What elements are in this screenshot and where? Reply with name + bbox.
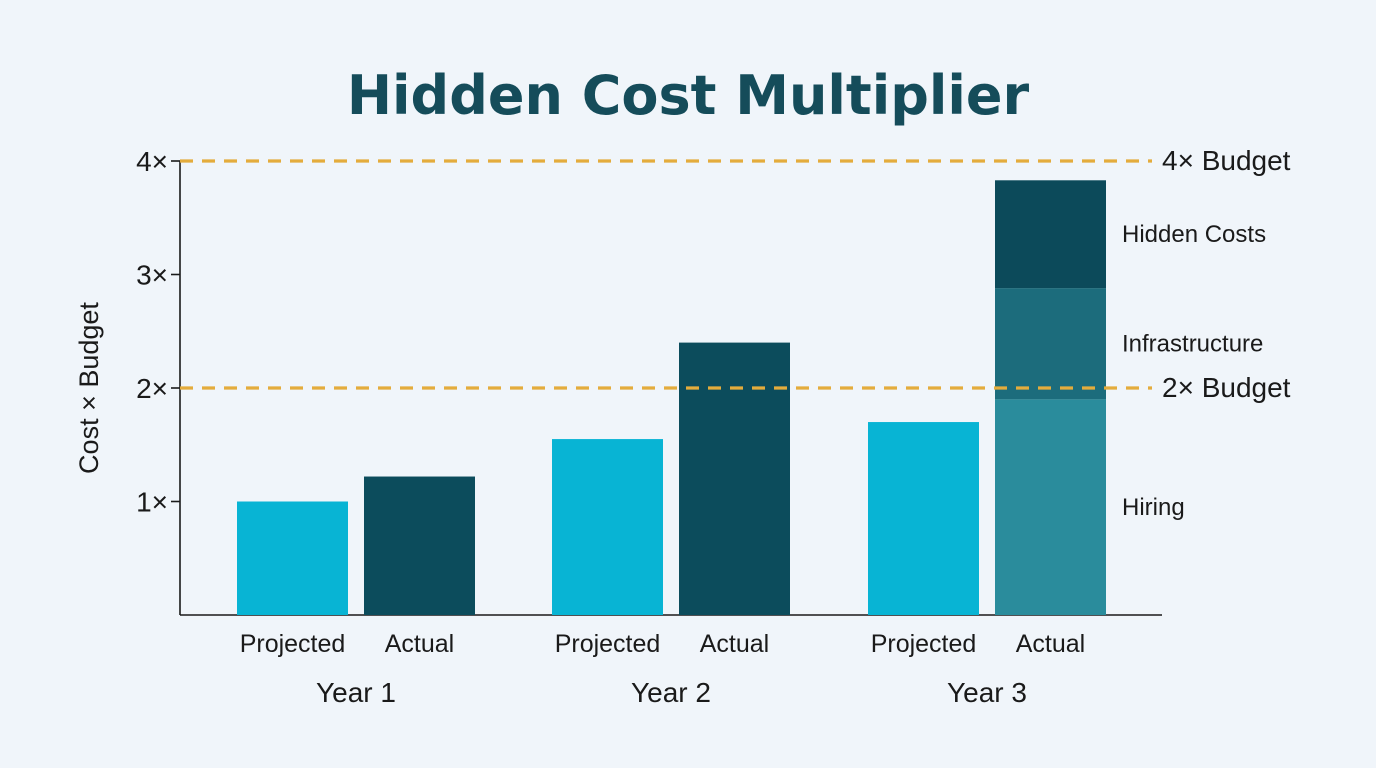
y-axis-label: Cost × Budget <box>74 302 104 474</box>
bar-segment-hiring <box>995 399 1106 615</box>
bar-category-label: Projected <box>871 630 977 658</box>
bar-projected <box>868 422 979 615</box>
y-tick-label: 3× <box>136 260 168 291</box>
chart-title: Hidden Cost Multiplier <box>347 64 1030 127</box>
reference-line-label: 4× Budget <box>1162 145 1291 176</box>
plot-area: 1× 2× 3× 4× Projected Actual Year 1 Projected Ac… <box>136 145 1291 708</box>
bar-segment-hidden-costs <box>995 180 1106 289</box>
group-label: Year 1 <box>316 677 396 708</box>
bar-segment-infrastructure <box>995 288 1106 400</box>
bar-actual <box>679 342 790 615</box>
bar-category-label: Projected <box>240 630 346 658</box>
group-label: Year 2 <box>631 677 711 708</box>
segment-label-hidden-costs: Hidden Costs <box>1122 221 1266 248</box>
y-tick-label: 2× <box>136 373 168 404</box>
bar-projected <box>552 439 663 615</box>
reference-line-label: 2× Budget <box>1162 372 1291 403</box>
segment-label-infrastructure: Infrastructure <box>1122 331 1263 358</box>
bar-projected <box>237 501 348 615</box>
group-label: Year 3 <box>947 677 1027 708</box>
bar-category-label: Actual <box>1016 630 1085 658</box>
y-tick-label: 4× <box>136 146 168 177</box>
bar-actual <box>364 476 475 615</box>
bar-category-label: Actual <box>385 630 454 658</box>
bar-category-label: Actual <box>700 630 769 658</box>
bar-category-label: Projected <box>555 630 661 658</box>
y-tick-label: 1× <box>136 487 168 518</box>
segment-label-hiring: Hiring <box>1122 494 1185 521</box>
